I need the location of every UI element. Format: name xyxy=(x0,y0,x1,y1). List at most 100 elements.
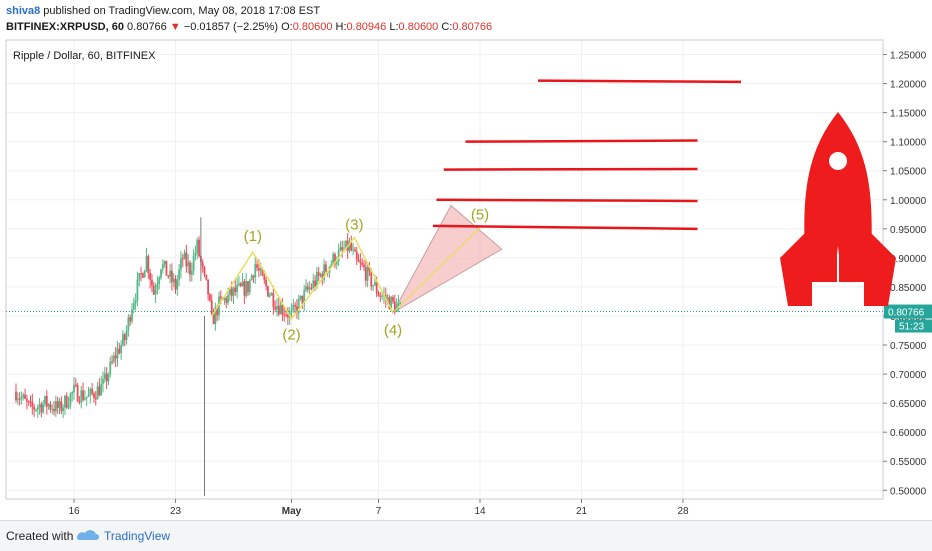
candle-body xyxy=(364,267,367,281)
candle-body xyxy=(198,239,200,257)
candle-body xyxy=(308,287,311,290)
y-tick-label: 0.75000 xyxy=(890,341,927,352)
rocket-left-fin xyxy=(780,230,812,306)
ohlc-low-value: 0.80600 xyxy=(398,21,439,33)
symbol-line: BITFINEX:XRPUSD, 60 0.80766 ▼ −0.01857 (… xyxy=(6,21,492,33)
candle-body xyxy=(120,345,123,354)
candle-body xyxy=(330,263,333,267)
candle-body xyxy=(294,304,297,307)
candle-body xyxy=(317,272,320,276)
candle-body xyxy=(216,307,219,316)
candle-body xyxy=(74,384,77,386)
candle-body xyxy=(91,388,94,394)
price-axis: 0.50000 0.55000 0.60000 0.65000 0.70000 0.750… xyxy=(883,51,927,497)
candle-body xyxy=(35,409,37,411)
candle-body xyxy=(98,386,101,396)
candle-body xyxy=(252,275,255,278)
candle-body xyxy=(201,262,204,267)
candle-body xyxy=(301,295,304,304)
candle-body xyxy=(263,275,266,281)
x-tick-label: 23 xyxy=(170,506,182,517)
candle-body xyxy=(241,281,244,287)
change-arrow-icon: ▼ xyxy=(169,21,181,33)
candle-body xyxy=(245,281,248,296)
candle-body xyxy=(145,256,148,271)
candle-body xyxy=(399,302,402,304)
candle-body xyxy=(370,270,373,287)
y-tick-label: 0.90000 xyxy=(890,254,927,265)
candle-body xyxy=(38,404,41,408)
candle-body xyxy=(276,306,278,310)
y-tick-label: 0.50000 xyxy=(890,486,927,497)
candle-body xyxy=(69,393,72,406)
candle-body xyxy=(136,279,139,301)
candle-body xyxy=(178,269,181,280)
candle-body xyxy=(225,298,228,303)
candle-body xyxy=(118,348,121,354)
y-tick-label: 0.60000 xyxy=(890,428,927,439)
candle-body xyxy=(393,301,396,313)
time-axis: 16 23 May 7 14 21 28 xyxy=(68,499,689,517)
candle-body xyxy=(261,268,264,276)
candle-body xyxy=(306,286,309,290)
price-chart[interactable]: Ripple / Dollar, 60, BITFINEX 0.500000.5… xyxy=(0,0,932,520)
candle-body xyxy=(209,294,211,301)
candle-body xyxy=(42,403,45,413)
candle-body xyxy=(377,293,380,296)
candle-body xyxy=(227,294,229,303)
candle-body xyxy=(239,283,242,287)
candle-body xyxy=(357,259,360,262)
candle-body xyxy=(156,284,159,291)
candle-body xyxy=(93,393,95,398)
last-price-tag xyxy=(884,304,932,319)
wave5-projection-line xyxy=(392,227,481,313)
candle-body xyxy=(277,306,280,315)
candle-body xyxy=(344,240,347,250)
target-line xyxy=(465,139,698,143)
countdown-tag xyxy=(895,319,932,333)
candle-body xyxy=(368,267,371,271)
countdown-label: 51:23 xyxy=(899,322,924,333)
candle-body xyxy=(169,270,171,277)
y-tick-label: 1.05000 xyxy=(890,167,927,178)
last-price-value: 0.80766 xyxy=(127,21,167,33)
tradingview-logo-icon[interactable] xyxy=(76,527,100,543)
candle-body xyxy=(56,401,59,408)
wave-label: (4) xyxy=(384,322,402,339)
y-tick-label: 1.15000 xyxy=(890,109,927,120)
candle-body xyxy=(67,405,70,408)
candle-body xyxy=(183,252,186,259)
candle-body xyxy=(27,401,30,403)
candle-body xyxy=(194,253,197,256)
candle-body xyxy=(64,395,66,408)
candle-body xyxy=(236,284,239,292)
candle-body xyxy=(129,317,132,322)
candle-body xyxy=(196,239,199,254)
candle-body xyxy=(350,242,353,251)
candle-body xyxy=(152,285,155,295)
candle-body xyxy=(234,287,237,292)
wave-label: (1) xyxy=(244,228,262,245)
candle-body xyxy=(89,388,92,395)
candle-body xyxy=(279,304,282,315)
x-tick-label: 28 xyxy=(677,506,689,517)
candle-body xyxy=(143,270,146,278)
candle-body xyxy=(381,295,384,297)
candle-body xyxy=(283,314,286,316)
created-with-label: Created with xyxy=(6,529,74,543)
candle-body xyxy=(49,404,52,410)
tradingview-link[interactable]: TradingView xyxy=(104,529,171,543)
candle-body xyxy=(147,256,150,273)
candle-body xyxy=(94,397,97,400)
author-link[interactable]: shiva8 xyxy=(6,5,41,17)
candle-body xyxy=(53,408,55,412)
ohlc-high-value: 0.80946 xyxy=(346,21,387,33)
candle-body xyxy=(265,280,268,287)
candle-body xyxy=(310,287,313,289)
target-line xyxy=(443,167,698,171)
candle-body xyxy=(102,379,104,384)
elliott-wave-line xyxy=(211,236,394,321)
candle-body xyxy=(238,283,240,285)
candle-body xyxy=(24,394,26,399)
ohlc-close-value: 0.80766 xyxy=(452,21,493,33)
